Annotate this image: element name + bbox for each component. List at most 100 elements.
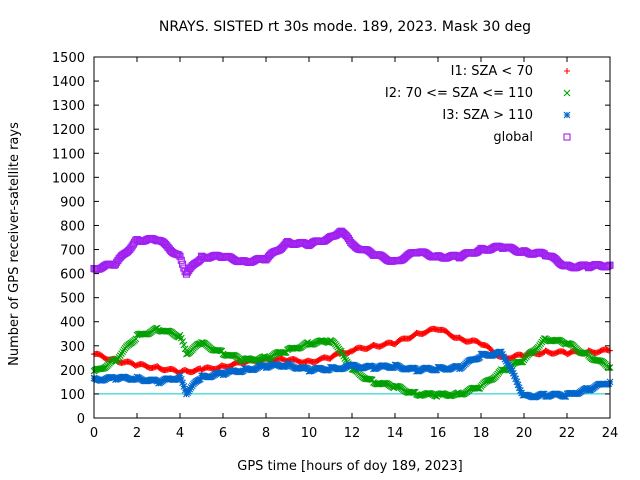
- legend: I1: SZA < 70 I2: 70 <= SZA <= 110 I3: SZA …: [385, 64, 571, 145]
- data-point: [180, 383, 188, 390]
- data-point: [513, 378, 521, 386]
- y-tick-label: 500: [60, 292, 85, 307]
- data-point: [176, 372, 184, 380]
- data-point: [509, 369, 517, 377]
- y-tick-label: 600: [60, 268, 85, 283]
- data-point: [175, 374, 183, 382]
- data-point: [143, 330, 150, 338]
- data-point: [447, 392, 455, 400]
- data-point: [458, 391, 466, 398]
- y-tick-label: 1500: [52, 51, 85, 66]
- legend-label: I3: SZA > 110: [442, 108, 533, 123]
- chart-title: NRAYS. SISTED rt 30s mode. 189, 2023. Ma…: [159, 19, 531, 35]
- data-point: [439, 390, 447, 397]
- data-point: [485, 376, 493, 384]
- y-tick-label: 800: [60, 219, 85, 234]
- legend-label: global: [493, 130, 533, 145]
- data-point: [501, 355, 509, 363]
- data-point: [507, 365, 515, 373]
- data-point: [127, 244, 135, 252]
- data-point: [196, 375, 204, 383]
- data-point: [229, 351, 236, 359]
- data-point: [179, 338, 186, 345]
- y-tick-label: 100: [60, 388, 85, 403]
- data-point: [263, 355, 271, 363]
- y-tick-label: 1200: [52, 123, 85, 138]
- data-point: [511, 372, 518, 380]
- x-tick-label: 4: [176, 426, 184, 441]
- data-point: [409, 388, 417, 396]
- data-point: [177, 256, 185, 264]
- data-point: [159, 238, 167, 246]
- legend-marker: [563, 111, 571, 119]
- data-point: [111, 260, 120, 268]
- x-tick-label: 18: [473, 426, 490, 441]
- data-point: [551, 255, 559, 263]
- x-tick-label: 16: [430, 426, 447, 441]
- data-point: [595, 357, 603, 364]
- legend-label: I1: SZA < 70: [451, 64, 533, 79]
- axis-ticks: 0 2 4 6 8 10 12 14 16 18 20 22 240100200300400500600…: [52, 51, 618, 441]
- x-tick-label: 8: [262, 426, 270, 441]
- y-tick-label: 1100: [52, 147, 85, 162]
- data-point: [164, 327, 172, 335]
- y-tick-label: 300: [60, 340, 85, 355]
- series-1: [90, 324, 614, 400]
- x-axis-label: GPS time [hours of doy 189, 2023]: [237, 459, 462, 474]
- data-point: [497, 348, 505, 356]
- y-tick-label: 1300: [52, 99, 85, 114]
- data-point: [180, 341, 188, 349]
- data-point: [153, 377, 161, 385]
- x-tick-label: 6: [219, 426, 227, 441]
- data-point: [128, 242, 136, 250]
- data-point: [476, 353, 484, 361]
- data-point: [417, 392, 425, 399]
- data-point: [512, 375, 520, 383]
- data-point: [515, 384, 523, 392]
- data-point: [179, 260, 187, 268]
- data-point: [604, 262, 612, 270]
- data-point: [344, 234, 352, 243]
- data-point: [177, 375, 185, 383]
- x-tick-label: 14: [387, 426, 404, 441]
- x-tick-label: 22: [559, 426, 576, 441]
- legend-marker: [564, 68, 570, 74]
- data-point: [581, 349, 589, 357]
- data-point: [343, 233, 351, 241]
- data-point: [323, 338, 331, 346]
- data-point: [500, 353, 508, 361]
- data-point: [499, 350, 506, 358]
- data-point: [198, 339, 205, 346]
- data-point: [123, 248, 131, 256]
- x-tick-label: 20: [516, 426, 533, 441]
- x-tick-label: 0: [90, 426, 98, 441]
- data-series: [90, 227, 614, 401]
- legend-marker: [563, 133, 571, 141]
- x-tick-label: 24: [602, 426, 619, 441]
- y-tick-label: 1000: [52, 171, 85, 186]
- x-tick-label: 2: [133, 426, 141, 441]
- legend-label: I2: 70 <= SZA <= 110: [385, 86, 533, 101]
- y-tick-label: 1400: [52, 75, 85, 90]
- data-point: [508, 367, 516, 375]
- y-tick-label: 400: [60, 316, 85, 331]
- x-tick-label: 12: [344, 426, 361, 441]
- data-point: [276, 245, 284, 253]
- legend-marker: [563, 89, 571, 97]
- data-point: [517, 358, 524, 366]
- data-point: [179, 379, 186, 387]
- series-2: [90, 348, 614, 401]
- series-3: [90, 227, 614, 278]
- plot-frame: [93, 56, 611, 419]
- data-point: [474, 384, 481, 392]
- x-tick-label: 10: [301, 426, 318, 441]
- data-point: [517, 387, 524, 394]
- y-tick-label: 900: [60, 195, 85, 210]
- y-tick-label: 200: [60, 364, 85, 379]
- y-tick-label: 700: [60, 244, 85, 259]
- data-point: [113, 258, 121, 266]
- data-point: [340, 229, 348, 237]
- data-point: [514, 381, 522, 389]
- y-axis-label: Number of GPS receiver-satellite rays: [7, 122, 22, 366]
